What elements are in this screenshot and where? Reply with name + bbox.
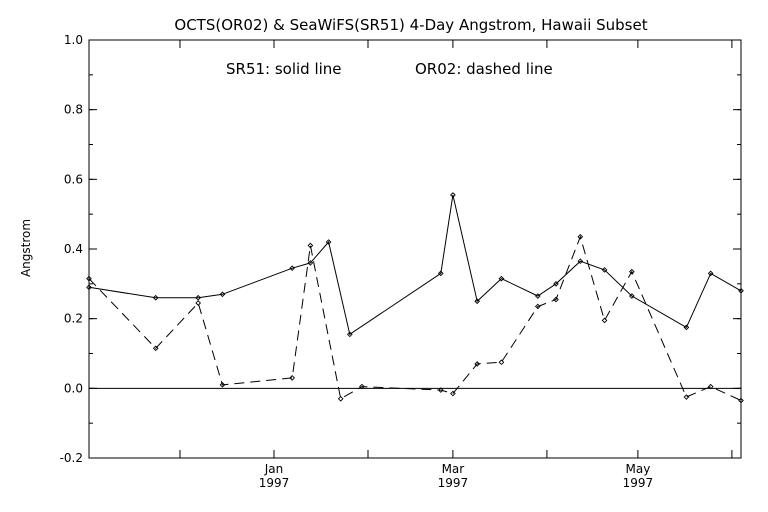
data-point-or02-13 xyxy=(553,296,559,303)
y-tick-label: 0.8 xyxy=(64,103,83,117)
data-point-or02-18 xyxy=(707,383,714,390)
data-point-sr51-1 xyxy=(152,294,159,301)
data-point-or02-14 xyxy=(577,233,584,240)
data-point-or02-1 xyxy=(152,345,159,352)
y-tick-label: -0.2 xyxy=(60,451,83,465)
y-tick-label: 0.4 xyxy=(64,242,83,256)
series-line-or02 xyxy=(88,235,742,401)
data-point-or02-7 xyxy=(359,383,365,390)
data-point-sr51-17 xyxy=(683,324,690,331)
y-tick-label: 0.0 xyxy=(64,381,83,395)
chart-title: OCTS(OR02) & SeaWiFS(SR51) 4-Day Angstro… xyxy=(174,16,647,34)
annotation-solid: SR51: solid line xyxy=(226,60,342,78)
y-axis-label: Angstrom xyxy=(19,219,33,277)
series-line-sr51 xyxy=(88,194,742,336)
data-point-sr51-15 xyxy=(601,267,608,273)
data-point-sr51-7 xyxy=(346,331,353,338)
data-point-sr51-18 xyxy=(707,270,714,277)
data-point-sr51-9 xyxy=(450,192,456,198)
data-point-sr51-12 xyxy=(534,293,541,299)
data-point-or02-16 xyxy=(628,268,635,275)
data-point-or02-4 xyxy=(289,375,296,381)
data-point-or02-17 xyxy=(683,394,690,400)
data-point-or02-5 xyxy=(307,242,314,249)
data-point-or02-8 xyxy=(437,387,444,393)
x-tick-year-label: 1997 xyxy=(438,476,469,490)
x-tick-label: May xyxy=(625,462,650,476)
axes: -0.20.00.20.40.60.81.0Jan1997Mar1997May1… xyxy=(60,33,742,490)
data-point-or02-12 xyxy=(534,303,541,310)
y-tick-label: 0.6 xyxy=(64,172,83,186)
data-point-sr51-3 xyxy=(219,291,226,298)
data-point-or02-3 xyxy=(219,382,226,388)
x-tick-year-label: 1997 xyxy=(259,476,290,490)
data-point-or02-15 xyxy=(601,317,608,324)
data-point-sr51-10 xyxy=(474,298,481,305)
data-point-sr51-2 xyxy=(195,294,202,301)
data-point-sr51-16 xyxy=(628,293,635,299)
data-point-sr51-4 xyxy=(289,265,296,271)
x-tick-year-label: 1997 xyxy=(623,476,654,490)
data-point-or02-2 xyxy=(195,300,202,306)
x-tick-label: Jan xyxy=(264,462,284,476)
data-point-sr51-13 xyxy=(553,280,559,287)
data-point-sr51-11 xyxy=(498,275,505,282)
x-tick-label: Mar xyxy=(442,462,465,476)
y-tick-label: 0.2 xyxy=(64,312,83,326)
y-tick-label: 1.0 xyxy=(64,33,83,47)
data-point-or02-11 xyxy=(498,359,505,366)
data-point-sr51-5 xyxy=(307,260,314,266)
data-point-sr51-6 xyxy=(325,239,332,245)
data-point-or02-6 xyxy=(337,395,344,402)
data-point-sr51-14 xyxy=(577,258,584,265)
data-point-or02-9 xyxy=(450,390,456,397)
data-point-or02-10 xyxy=(474,361,481,367)
data-point-sr51-8 xyxy=(437,270,444,277)
annotation-dashed: OR02: dashed line xyxy=(415,60,553,78)
